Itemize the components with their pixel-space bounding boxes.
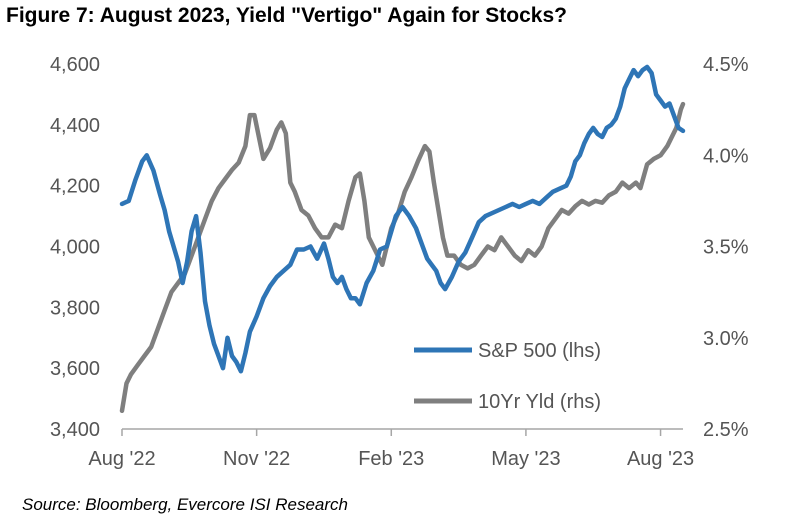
x-tick-label: Aug '22 [88, 448, 155, 470]
y-left-tick-label: 3,600 [50, 358, 100, 380]
y-left-tick-label: 4,200 [50, 176, 100, 198]
y-right-tick-label: 3.5% [703, 237, 749, 259]
x-tick-label: Nov '22 [223, 448, 290, 470]
y-left-tick-label: 4,600 [50, 54, 100, 76]
y-left-tick-label: 3,800 [50, 297, 100, 319]
chart-legend: S&P 500 (lhs) 10Yr Yld (rhs) [414, 340, 601, 413]
chart-title: Figure 7: August 2023, Yield "Vertigo" A… [6, 4, 567, 27]
line-chart: Aug '22 Nov '22 Feb '23 May '23 Aug '23 3,400… [50, 54, 749, 470]
y-left-tick-label: 4,000 [50, 237, 100, 259]
source-note: Source: Bloomberg, Evercore ISI Research [22, 495, 348, 514]
sp500-series-line [119, 64, 686, 374]
x-tick-label: Feb '23 [358, 448, 424, 470]
yield-series-line [119, 101, 686, 414]
y-right-tick-label: 4.0% [703, 145, 749, 167]
legend-label-yield: 10Yr Yld (rhs) [478, 391, 601, 413]
y-left-tick-label: 4,400 [50, 115, 100, 137]
x-tick-label: Aug '23 [627, 448, 694, 470]
y-right-tick-label: 3.0% [703, 328, 749, 350]
y-right-tick-label: 2.5% [703, 419, 749, 441]
x-tick-label: May '23 [491, 448, 560, 470]
y-right-tick-label: 4.5% [703, 54, 749, 76]
legend-label-sp500: S&P 500 (lhs) [478, 340, 601, 362]
series-layer [119, 64, 686, 414]
y-left-tick-label: 3,400 [50, 419, 100, 441]
chart-axes: Aug '22 Nov '22 Feb '23 May '23 Aug '23 3,400… [50, 54, 749, 470]
